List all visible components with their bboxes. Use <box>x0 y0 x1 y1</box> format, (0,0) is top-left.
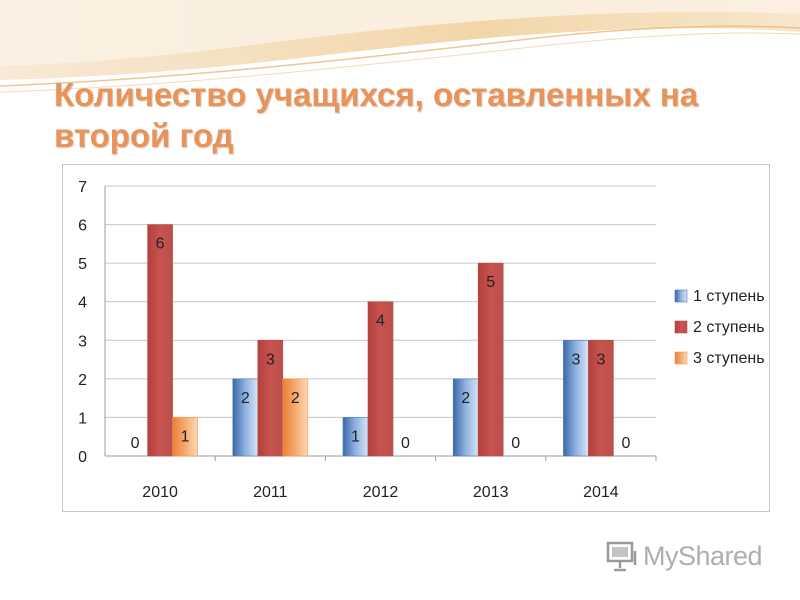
bars <box>147 224 614 457</box>
legend-label: 1 ступень <box>693 288 765 305</box>
x-tick-label: 2011 <box>253 484 288 501</box>
legend-swatch <box>674 351 688 365</box>
x-tick-label: 2014 <box>583 484 619 501</box>
bar <box>172 417 198 457</box>
watermark: MyShared <box>605 536 763 576</box>
data-label: 0 <box>621 435 630 452</box>
bar <box>147 224 173 457</box>
y-tick-label: 6 <box>78 218 87 235</box>
y-tick-label: 4 <box>78 295 87 312</box>
data-label: 2 <box>291 390 300 407</box>
data-label: 0 <box>401 435 410 452</box>
data-label: 1 <box>181 428 190 445</box>
bar <box>282 378 309 457</box>
data-label: 3 <box>266 351 275 368</box>
data-label: 3 <box>596 351 605 368</box>
legend: 1 ступень 2 ступень 3 ступень <box>674 288 765 367</box>
bar <box>452 378 479 457</box>
bar <box>477 262 504 457</box>
bar <box>588 339 614 457</box>
bar <box>342 417 369 457</box>
data-label: 1 <box>351 428 360 445</box>
y-tick-label: 2 <box>78 372 87 389</box>
data-label: 0 <box>131 435 140 452</box>
bar <box>232 378 259 457</box>
header-swoosh-light <box>0 0 800 66</box>
legend-label: 3 ступень <box>693 350 765 367</box>
bar <box>257 339 284 457</box>
watermark-text: MyShared <box>643 540 763 571</box>
data-label: 6 <box>156 236 165 253</box>
y-tick-label: 7 <box>78 179 87 196</box>
header-swoosh-line <box>0 32 800 93</box>
x-tick-label: 2010 <box>142 484 178 501</box>
data-label: 0 <box>511 435 520 452</box>
presentation-board-icon <box>606 541 637 572</box>
data-label: 3 <box>571 351 580 368</box>
legend-swatch <box>674 289 688 303</box>
header-swoosh-line <box>0 25 800 87</box>
slide-title: Количество учащихся, оставленных на втор… <box>54 76 699 154</box>
data-label: 4 <box>376 313 385 330</box>
legend-swatch <box>674 320 688 334</box>
y-tick-label: 5 <box>78 256 87 273</box>
bar <box>367 301 394 457</box>
y-tick-label: 1 <box>78 410 87 427</box>
data-label: 2 <box>461 390 470 407</box>
legend-label: 2 ступень <box>693 319 765 336</box>
data-label: 5 <box>486 274 495 291</box>
data-label: 2 <box>241 390 250 407</box>
x-tick-label: 2012 <box>363 484 399 501</box>
y-tick-label: 0 <box>78 449 87 466</box>
y-tick-label: 3 <box>78 333 87 350</box>
x-tick-label: 2013 <box>473 484 509 501</box>
